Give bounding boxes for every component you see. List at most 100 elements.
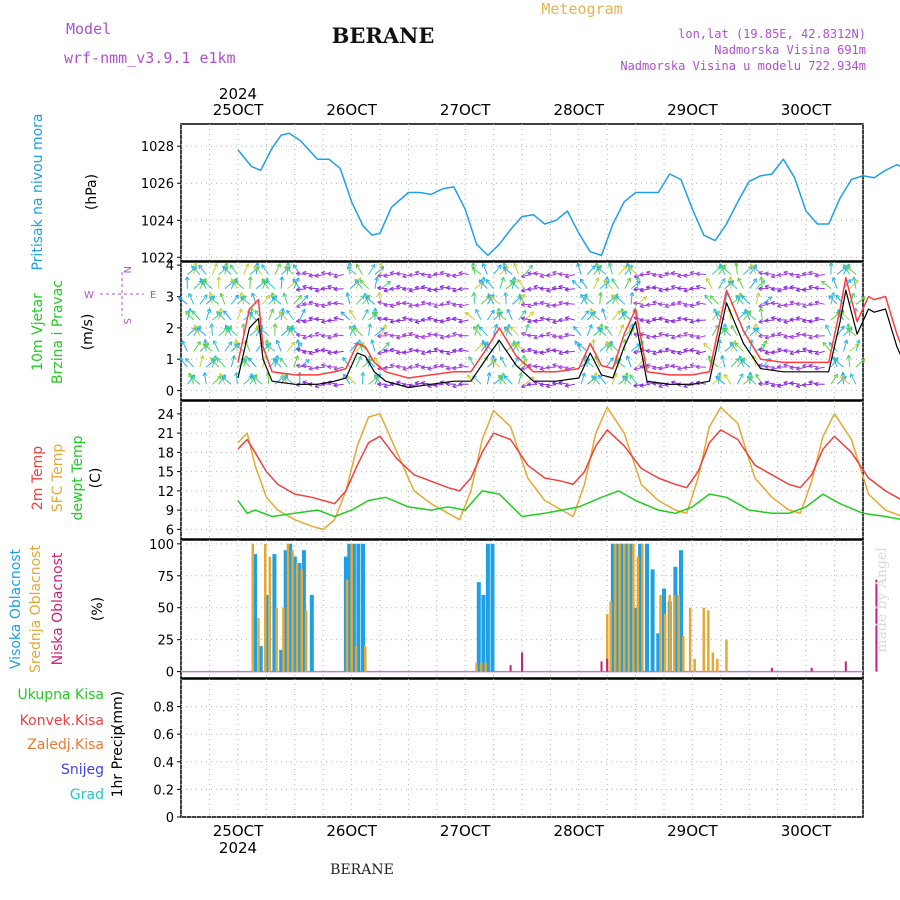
wind-arrow-head (689, 286, 694, 289)
wind-arrow-head (518, 293, 523, 297)
wind-arrow-head (677, 333, 682, 337)
wind-arrow-head (333, 332, 338, 336)
wind-arrow-head (594, 355, 596, 360)
wind-arrow-head (196, 327, 202, 330)
wind-arrow-head (531, 311, 534, 316)
wind-arrow-head (233, 339, 237, 344)
wind-arrow (240, 296, 251, 305)
wind-arrow-head (446, 353, 451, 356)
cloud-bar (624, 543, 629, 672)
wind-arrow (452, 383, 463, 388)
wind-arrow-head (714, 324, 719, 328)
wind-arrow-head (749, 372, 753, 377)
wind-arrow (836, 266, 847, 275)
cloud-bar (476, 582, 481, 672)
wind-arrow-head (633, 366, 638, 370)
wind-arrow-head (420, 319, 425, 323)
wind-arrow-head (546, 288, 550, 292)
wind-arrow-head (770, 302, 775, 306)
wind-arrow-head (741, 295, 744, 300)
wind-arrow (837, 309, 844, 321)
wind-arrow-head (777, 287, 781, 292)
wind-arrow (511, 296, 522, 305)
wind-arrow-head (564, 366, 569, 370)
wind-arrow-head (689, 381, 694, 384)
wind-arrow-head (652, 336, 657, 339)
wind-arrow-head (427, 317, 431, 321)
wind-arrow (579, 278, 588, 289)
wind-arrow-head (533, 272, 538, 276)
wind-arrow-head (278, 311, 283, 314)
wind-arrow-head (250, 373, 255, 377)
wind-arrow-head (439, 351, 444, 354)
wind-arrow-head (802, 348, 806, 352)
wind-arrow (552, 364, 563, 368)
wind-arrow-head (243, 355, 248, 359)
wind-arrow-head (546, 305, 551, 308)
wind-arrow-head (558, 301, 563, 306)
wind-arrow-head (808, 351, 813, 355)
wind-arrow-head (216, 311, 219, 316)
wind-arrow-head (857, 343, 860, 348)
wind-arrow-head (814, 350, 819, 355)
wind-arrow (333, 274, 344, 278)
wind-arrow (199, 355, 204, 368)
wind-arrow-head (846, 266, 849, 271)
wind-key-south: S (121, 318, 132, 324)
wind-arrow-head (689, 333, 694, 337)
wind-arrow-head (552, 381, 557, 384)
date-label: 29OCT (667, 822, 718, 840)
wind-arrow-head (222, 266, 225, 271)
wind-arrow (727, 280, 738, 290)
wind-arrow-head (383, 332, 388, 337)
wind-arrow-head (389, 335, 394, 339)
wind-arrow-head (646, 363, 651, 366)
wind-arrow-head (302, 303, 307, 307)
wind-arrow-head (414, 382, 419, 386)
wind-arrow (533, 272, 544, 275)
wind-arrow-head (591, 339, 594, 344)
wind-arrow (828, 295, 838, 305)
wind-arrow (580, 310, 589, 321)
wind-arrow-head (223, 262, 228, 267)
wind-arrow-head (191, 310, 194, 315)
wind-arrow (715, 375, 726, 385)
wind-arrow-head (770, 385, 775, 388)
wind-arrow-head (652, 334, 656, 338)
cloud-bar (615, 543, 620, 672)
wind-arrow (249, 327, 260, 337)
wind-arrow-head (802, 363, 807, 367)
wind-arrow (278, 311, 288, 321)
wind-arrow-head (577, 343, 581, 348)
wind-arrow-head (764, 302, 769, 306)
cloud-tick-label: 50 (157, 602, 174, 617)
wind-arrow (340, 311, 351, 321)
cloud-bar (673, 594, 676, 672)
wind-arrow-head (415, 270, 420, 273)
wind-arrow-head (269, 308, 274, 312)
wind-arrow-head (777, 272, 781, 276)
wind-arrow-head (777, 348, 781, 353)
wind-arrow-head (342, 357, 344, 362)
wind-ylabel-2: Brzina i Pravac (50, 280, 66, 384)
wind-arrow (696, 335, 707, 339)
wind-arrow-head (320, 349, 325, 353)
wind-arrow-head (545, 364, 550, 368)
date-label: 25OCT (213, 822, 264, 840)
wind-arrow (433, 333, 444, 337)
wind-arrow-head (639, 364, 644, 367)
wind-arrow-head (633, 273, 638, 278)
wind-arrow-head (639, 385, 644, 388)
wind-arrow-head (758, 319, 763, 323)
wind-arrow-head (558, 364, 563, 368)
wind-arrow-head (377, 381, 382, 385)
wind-arrow (652, 286, 663, 290)
wind-arrow-head (302, 284, 307, 287)
date-label: 28OCT (554, 822, 605, 840)
wind-arrow-head (677, 275, 682, 279)
wind-arrow-head (472, 262, 476, 267)
wind-arrow-head (395, 318, 400, 322)
wind-arrow-head (821, 280, 824, 285)
wind-arrow-head (190, 376, 193, 381)
